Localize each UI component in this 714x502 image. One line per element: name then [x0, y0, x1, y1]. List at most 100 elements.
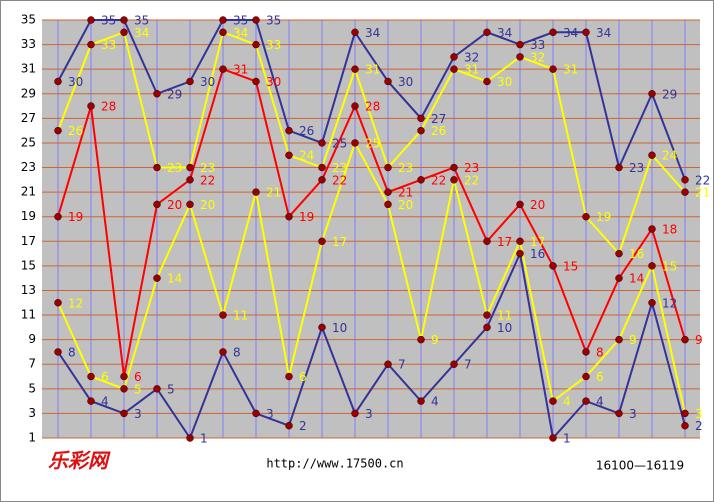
data-label: 35 — [134, 14, 149, 28]
point — [681, 188, 689, 196]
data-label: 4 — [596, 395, 604, 409]
point — [351, 65, 359, 73]
data-label: 26 — [68, 124, 83, 138]
point — [615, 335, 623, 344]
point — [582, 397, 590, 405]
point — [450, 163, 458, 172]
point — [186, 176, 194, 184]
y-tick-label: 15 — [21, 258, 36, 272]
data-label: 17 — [530, 235, 545, 249]
data-label: 1 — [563, 432, 571, 446]
point — [186, 163, 194, 172]
data-label: 20 — [398, 198, 413, 212]
data-label: 6 — [299, 370, 307, 384]
point — [615, 409, 623, 418]
data-label: 26 — [431, 124, 446, 138]
point — [186, 434, 194, 442]
data-label: 29 — [167, 87, 182, 101]
point — [549, 262, 557, 270]
series-line — [57, 30, 686, 256]
point — [549, 65, 557, 73]
data-label: 23 — [464, 161, 479, 175]
point — [450, 53, 458, 61]
point — [318, 237, 326, 246]
point — [681, 335, 689, 344]
point — [54, 299, 62, 307]
data-label: 18 — [662, 223, 677, 237]
point — [318, 176, 326, 184]
point — [153, 200, 161, 209]
point — [582, 348, 590, 356]
point — [417, 176, 425, 184]
data-label: 3 — [629, 407, 637, 421]
data-label: 30 — [68, 75, 83, 89]
point — [483, 323, 491, 332]
data-label: 22 — [695, 173, 710, 187]
data-label: 15 — [662, 259, 677, 273]
y-tick-label: 25 — [21, 135, 36, 149]
point — [516, 200, 524, 209]
point — [648, 299, 656, 307]
data-label: 23 — [332, 161, 347, 175]
point — [384, 200, 392, 209]
data-label: 4 — [431, 395, 439, 409]
y-tick-label: 29 — [21, 86, 36, 100]
point — [483, 311, 491, 319]
data-label: 4 — [563, 395, 571, 409]
data-label: 12 — [68, 296, 83, 310]
point — [285, 151, 293, 159]
data-label: 24 — [299, 149, 314, 163]
data-label: 33 — [101, 38, 116, 52]
data-label: 30 — [266, 75, 281, 89]
point — [219, 16, 227, 24]
point — [681, 421, 689, 430]
point — [219, 28, 227, 37]
data-label: 21 — [695, 186, 710, 200]
data-label: 12 — [662, 296, 677, 310]
data-label: 1 — [200, 432, 208, 446]
y-tick-label: 17 — [21, 234, 36, 248]
data-label: 5 — [167, 382, 175, 396]
series-line — [57, 250, 686, 441]
data-label: 9 — [431, 333, 439, 347]
point — [153, 163, 161, 172]
y-tick-label: 11 — [21, 308, 36, 322]
data-label: 21 — [398, 186, 413, 200]
data-label: 23 — [398, 161, 413, 175]
data-label: 17 — [332, 235, 347, 249]
data-label: 34 — [596, 26, 611, 40]
point — [87, 40, 95, 49]
point — [318, 139, 326, 147]
data-label: 33 — [266, 38, 281, 52]
series-line — [57, 140, 686, 414]
data-label: 34 — [233, 26, 248, 40]
data-label: 2 — [695, 419, 703, 433]
data-label: 34 — [365, 26, 380, 40]
data-label: 23 — [629, 161, 644, 175]
point — [549, 28, 557, 37]
data-label: 8 — [596, 345, 604, 359]
data-label: 31 — [233, 63, 248, 77]
point — [483, 28, 491, 37]
data-label: 3 — [365, 407, 373, 421]
data-label: 20 — [167, 198, 182, 212]
y-tick-label: 23 — [21, 160, 36, 174]
data-label: 23 — [167, 161, 182, 175]
point — [351, 28, 359, 37]
point — [252, 188, 260, 196]
data-label: 35 — [101, 14, 116, 28]
data-label: 19 — [68, 210, 83, 224]
point — [450, 360, 458, 368]
y-tick-label: 5 — [28, 381, 36, 395]
point — [54, 212, 62, 221]
data-label: 22 — [431, 173, 446, 187]
data-label: 3 — [695, 407, 703, 421]
point — [87, 16, 95, 24]
data-label: 9 — [629, 333, 637, 347]
data-label: 35 — [266, 14, 281, 28]
point — [417, 114, 425, 123]
point — [351, 102, 359, 110]
point — [87, 372, 95, 381]
point — [483, 237, 491, 246]
data-label: 30 — [398, 75, 413, 89]
